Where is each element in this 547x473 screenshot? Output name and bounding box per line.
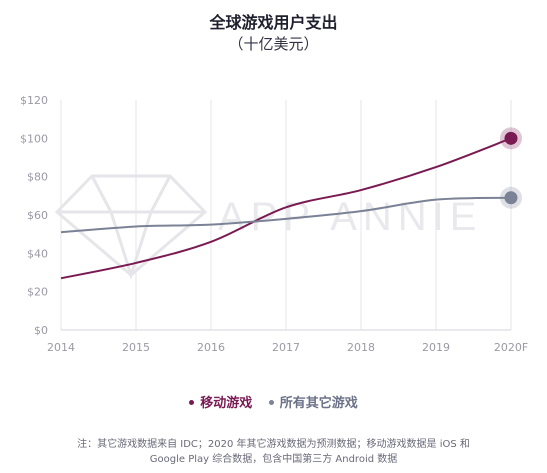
y-tick-label: $0 — [34, 324, 48, 337]
series-line-0 — [60, 137, 512, 280]
footnote-line-1: 注：其它游戏数据来自 IDC；2020 年其它游戏数据为预测数据；移动游戏数据是… — [77, 439, 470, 450]
x-tick-label: 2017 — [272, 341, 300, 354]
chart-subtitle: （十亿美元） — [228, 35, 319, 53]
series-lines — [60, 127, 522, 280]
x-tick-label: 2016 — [197, 341, 225, 354]
footnote-line-2: Google Play 综合数据，包含中国第三方 Android 数据 — [149, 454, 398, 465]
x-tick-label: 2015 — [122, 341, 150, 354]
watermark-text: APP ANNIE — [218, 195, 482, 239]
series-line-1 — [60, 196, 512, 234]
series-end-point-0 — [504, 131, 518, 145]
watermark-gem-outline — [54, 174, 208, 277]
y-tick-label: $120 — [20, 94, 48, 107]
y-tick-label: $80 — [27, 171, 48, 184]
y-tick-label: $100 — [20, 132, 48, 145]
series-end-point-1 — [504, 191, 518, 205]
y-tick-label: $60 — [27, 209, 48, 222]
legend-marker-mobile — [189, 400, 195, 405]
footnote: 注：其它游戏数据来自 IDC；2020 年其它游戏数据为预测数据；移动游戏数据是… — [40, 437, 507, 467]
legend-item-mobile: 移动游戏 — [189, 392, 252, 411]
chart-title: 全球游戏用户支出 — [209, 13, 338, 32]
legend-item-other: 所有其它游戏 — [268, 392, 358, 411]
legend-label-other: 所有其它游戏 — [279, 396, 358, 411]
watermark-logo — [54, 174, 208, 280]
y-tick-label: $20 — [27, 286, 48, 299]
x-tick-label: 2018 — [347, 341, 375, 354]
legend-marker-other — [268, 400, 274, 405]
y-axis-tick-labels: $0 $20 $40 $60 $80 $100 $120 — [20, 94, 48, 337]
x-tick-label: 2014 — [47, 341, 75, 354]
x-axis-tick-labels: 2014 2015 2016 2017 2018 2019 2020F — [47, 341, 528, 354]
y-tick-label: $40 — [27, 247, 48, 260]
legend-label-mobile: 移动游戏 — [200, 396, 253, 411]
grid-lines — [60, 100, 512, 331]
x-tick-label: 2019 — [422, 341, 450, 354]
watermark: APP ANNIE — [54, 174, 482, 280]
watermark-gem-facets — [90, 175, 172, 280]
legend: 移动游戏 所有其它游戏 — [0, 392, 547, 411]
x-tick-label: 2020F — [494, 341, 528, 354]
